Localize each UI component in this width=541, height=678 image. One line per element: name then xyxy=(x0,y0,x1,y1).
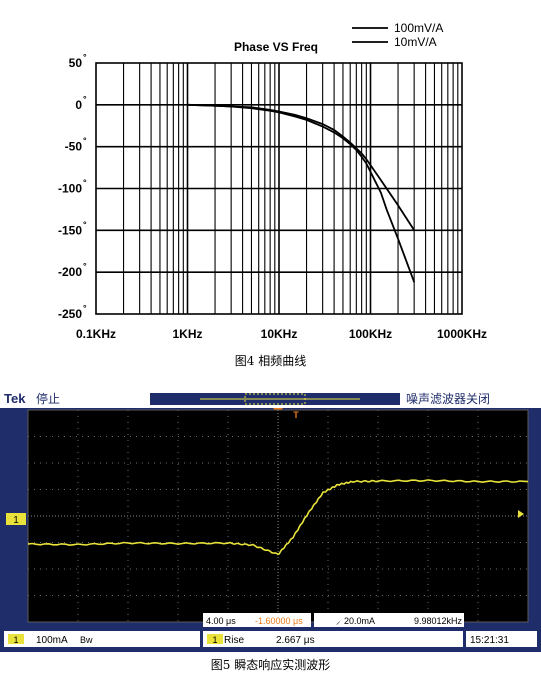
y-tick-degree: ° xyxy=(83,94,87,104)
x-tick-label: 1KHz xyxy=(172,327,202,341)
svg-text:15:21:31: 15:21:31 xyxy=(470,635,509,646)
y-tick-label: -100 xyxy=(58,182,82,196)
timebase-panel: 4.00 μs -1.60000 μs xyxy=(203,613,311,627)
svg-text:1: 1 xyxy=(13,515,19,526)
y-axis-labels: 50 °0 °-50 °-100 °-150 °-200 °-250 ° xyxy=(58,52,87,321)
ch1-scale-panel: 1 100mA Bw xyxy=(4,631,200,647)
trigger-panel: ⸝ 20.0mA 9.98012kHz xyxy=(314,613,464,627)
brand-label: Tek xyxy=(4,391,26,406)
svg-text:20.0mA: 20.0mA xyxy=(344,616,375,626)
x-tick-label: 100KHz xyxy=(349,327,392,341)
x-tick-label: 10KHz xyxy=(261,327,298,341)
chart-title: Phase VS Freq xyxy=(234,40,318,54)
svg-text:2.667 μs: 2.667 μs xyxy=(276,635,315,646)
series-line-2 xyxy=(187,103,416,283)
scope-trace xyxy=(27,479,529,556)
y-tick-label: -150 xyxy=(58,223,82,237)
svg-text:9.98012kHz: 9.98012kHz xyxy=(414,616,463,626)
run-status: 停止 xyxy=(36,391,60,406)
trigger-level-icon xyxy=(518,510,524,518)
ch1-marker: 1 xyxy=(6,513,26,526)
phase-curves xyxy=(187,103,416,283)
y-tick-degree: ° xyxy=(83,219,87,229)
figure5-caption: 图5 瞬态响应实测波形 xyxy=(210,658,331,672)
svg-text:Bw: Bw xyxy=(80,635,93,645)
svg-text:1: 1 xyxy=(13,635,18,645)
oscilloscope-screenshot: Tek 停止 噪声滤波器关闭 1 T 4.00 μs -1.60000 μs ⸝… xyxy=(0,388,541,652)
svg-text:100mA: 100mA xyxy=(36,635,68,646)
y-tick-label: 0 xyxy=(75,98,82,112)
y-tick-degree: ° xyxy=(83,52,87,62)
x-axis-labels: 0.1KHz 1KHz 10KHz 100KHz 1000KHz xyxy=(76,327,487,341)
y-tick-degree: ° xyxy=(83,261,87,271)
figure4-caption: 图4 相频曲线 xyxy=(234,354,307,368)
legend-entry: 10mV/A xyxy=(394,35,437,49)
chart-grid xyxy=(95,62,463,315)
measurement-panel: 1 Rise 2.667 μs xyxy=(203,631,463,647)
y-tick-label: 50 xyxy=(69,56,83,70)
y-tick-label: -50 xyxy=(65,140,83,154)
clock-panel: 15:21:31 xyxy=(466,631,537,647)
y-tick-label: -200 xyxy=(58,265,82,279)
legend-entry: 100mV/A xyxy=(394,21,443,35)
trigger-slope-icon: ⸝ xyxy=(336,616,341,626)
series-line-1 xyxy=(187,103,415,231)
svg-text:-1.60000 μs: -1.60000 μs xyxy=(255,616,303,626)
trace-line xyxy=(27,479,529,556)
y-tick-label: -250 xyxy=(58,307,82,321)
y-tick-degree: ° xyxy=(83,136,87,146)
noise-filter-status: 噪声滤波器关闭 xyxy=(406,392,490,406)
svg-text:4.00 μs: 4.00 μs xyxy=(206,616,236,626)
x-tick-label: 0.1KHz xyxy=(76,327,116,341)
x-tick-label: 1000KHz xyxy=(437,327,487,341)
svg-text:1: 1 xyxy=(212,635,217,645)
trigger-point-marker: T xyxy=(293,410,299,420)
svg-text:Rise: Rise xyxy=(224,635,244,646)
y-tick-degree: ° xyxy=(83,178,87,188)
y-tick-degree: ° xyxy=(83,303,87,313)
